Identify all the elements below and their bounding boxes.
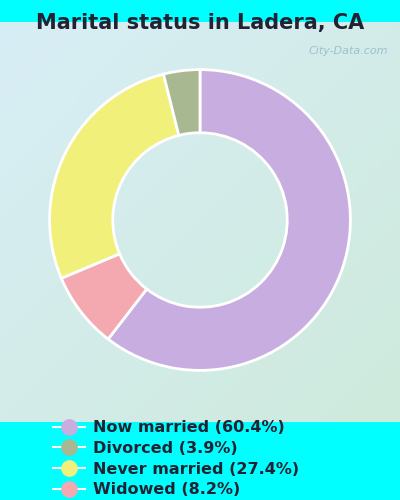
Text: Marital status in Ladera, CA: Marital status in Ladera, CA	[36, 12, 364, 32]
Wedge shape	[61, 254, 147, 339]
Wedge shape	[50, 74, 179, 278]
Wedge shape	[108, 70, 350, 370]
Wedge shape	[164, 70, 200, 136]
Text: City-Data.com: City-Data.com	[308, 46, 388, 56]
Legend: Now married (60.4%), Divorced (3.9%), Never married (27.4%), Widowed (8.2%): Now married (60.4%), Divorced (3.9%), Ne…	[48, 416, 304, 500]
